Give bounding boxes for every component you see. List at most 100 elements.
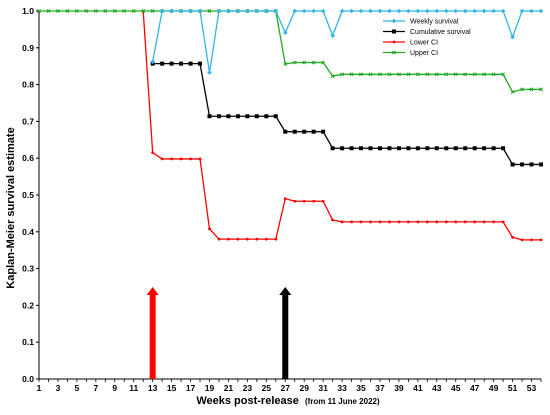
x-tick-label: 11 <box>129 383 138 393</box>
lower-ci-point <box>312 199 316 203</box>
legend-label: Lower CI <box>410 40 438 47</box>
lower-ci-point <box>302 199 306 203</box>
upper-ci-point <box>359 72 363 77</box>
y-tick-label: 0.1 <box>22 337 34 347</box>
lower-ci-point <box>530 238 533 242</box>
lower-ci-point <box>416 220 420 224</box>
y-tick-label: 0.2 <box>22 300 34 310</box>
y-tick-label: 0.9 <box>22 43 34 53</box>
legend-label: Weekly survival <box>410 19 459 26</box>
upper-ci-point <box>415 72 420 77</box>
cumulative-survival-point <box>283 129 288 134</box>
weekly-survival-point <box>235 8 241 14</box>
x-tick-label: 25 <box>262 383 272 393</box>
weekly-survival-point <box>510 34 515 40</box>
tick-labels: 0.00.10.20.30.40.50.60.70.80.91.01 3 5 7 9 11… <box>22 6 542 393</box>
lower-ci-point <box>492 220 496 224</box>
weekly-survival-point <box>216 8 222 14</box>
lower-ci-point <box>283 197 287 201</box>
weekly-survival-point <box>264 8 269 14</box>
weekly-survival-point <box>273 8 279 14</box>
x-tick-label: 39 <box>394 383 404 393</box>
cumulative-survival-point <box>491 146 496 151</box>
cumulative-survival-point <box>472 146 477 151</box>
x-tick-label: 53 <box>527 383 537 393</box>
lower-ci-point <box>463 220 467 224</box>
weekly-survival-line <box>152 10 541 73</box>
weekly-survival-point <box>358 8 364 14</box>
cumulative-survival-point <box>482 146 487 151</box>
legend-item-lower-ci: Lower CI <box>383 40 438 47</box>
weekly-survival-point <box>377 8 383 14</box>
cumulative-survival-point <box>463 146 468 151</box>
upper-ci-point <box>321 60 326 65</box>
cumulative-survival-point <box>349 146 354 151</box>
lower-ci-point <box>331 218 335 222</box>
weekly-survival-point <box>320 8 326 14</box>
upper-ci-point <box>510 90 515 94</box>
series-layer <box>37 8 544 242</box>
legend-label: Upper CI <box>410 50 438 57</box>
cumulative-survival-point <box>444 146 449 151</box>
lower-ci-point <box>350 220 353 224</box>
x-tick-label: 9 <box>112 383 117 393</box>
upper-ci-point <box>84 9 89 13</box>
cumulative-survival-point <box>387 146 392 151</box>
y-tick-label: 0.0 <box>22 374 34 384</box>
weekly-survival-point <box>519 8 525 14</box>
cumulative-survival-point <box>425 146 430 151</box>
upper-ci-point <box>330 74 335 79</box>
weekly-survival-point <box>425 8 430 14</box>
upper-ci-point <box>93 9 98 13</box>
cumulative-survival-point <box>207 114 212 119</box>
x-tick-label: 37 <box>375 383 385 393</box>
weekly-survival-point <box>207 70 212 75</box>
upper-ci-point <box>131 9 136 13</box>
upper-ci-point <box>283 62 288 66</box>
upper-ci-point <box>539 87 543 92</box>
upper-ci-point <box>472 72 477 77</box>
weekly-survival-point <box>396 8 402 14</box>
lower-ci-point <box>454 220 458 224</box>
upper-ci-point <box>434 72 439 77</box>
weekly-survival-point <box>311 8 316 14</box>
upper-ci-point <box>349 72 354 77</box>
upper-ci-point <box>501 72 506 77</box>
x-tick-label: 15 <box>167 383 177 393</box>
upper-ci-point <box>378 72 382 77</box>
cumulative-survival-point <box>453 146 458 151</box>
x-tick-label: 43 <box>432 383 442 393</box>
cumulative-survival-point <box>321 129 326 134</box>
weekly-survival-point <box>453 8 459 14</box>
y-tick-label: 0.3 <box>22 264 34 274</box>
cumulative-survival-point <box>434 146 439 151</box>
lower-ci-point <box>388 220 391 224</box>
upper-ci-point <box>122 9 127 13</box>
lower-ci-point <box>179 157 183 161</box>
lower-ci-point <box>444 220 448 224</box>
weekly-survival-point <box>197 8 203 14</box>
x-tick-label: 1 <box>37 383 42 393</box>
weekly-survival-point <box>415 8 421 14</box>
upper-ci-point <box>444 72 449 77</box>
lower-ci-point <box>501 220 505 224</box>
upper-ci-point <box>396 72 401 77</box>
weekly-survival-point <box>538 8 544 14</box>
cumulative-survival-point <box>254 114 259 119</box>
lower-ci-point <box>321 199 325 203</box>
weekly-survival-point <box>472 8 477 14</box>
x-tick-label: 5 <box>75 383 80 393</box>
x-tick-label: 41 <box>413 383 423 393</box>
lower-ci-point <box>539 238 543 242</box>
upper-ci-point <box>55 9 60 13</box>
lower-ci-point <box>151 151 155 155</box>
red-arrow <box>146 287 159 379</box>
lower-ci-point <box>208 227 211 231</box>
upper-ci-point <box>463 72 468 77</box>
upper-ci-point <box>37 9 41 13</box>
cumulative-survival-point <box>160 61 165 66</box>
legend-weekly-survival-point <box>391 18 397 24</box>
legend: Weekly survival Cumulative survival Lower … <box>383 18 471 57</box>
cumulative-survival-point <box>292 129 297 134</box>
cumulative-survival-point <box>226 114 231 119</box>
